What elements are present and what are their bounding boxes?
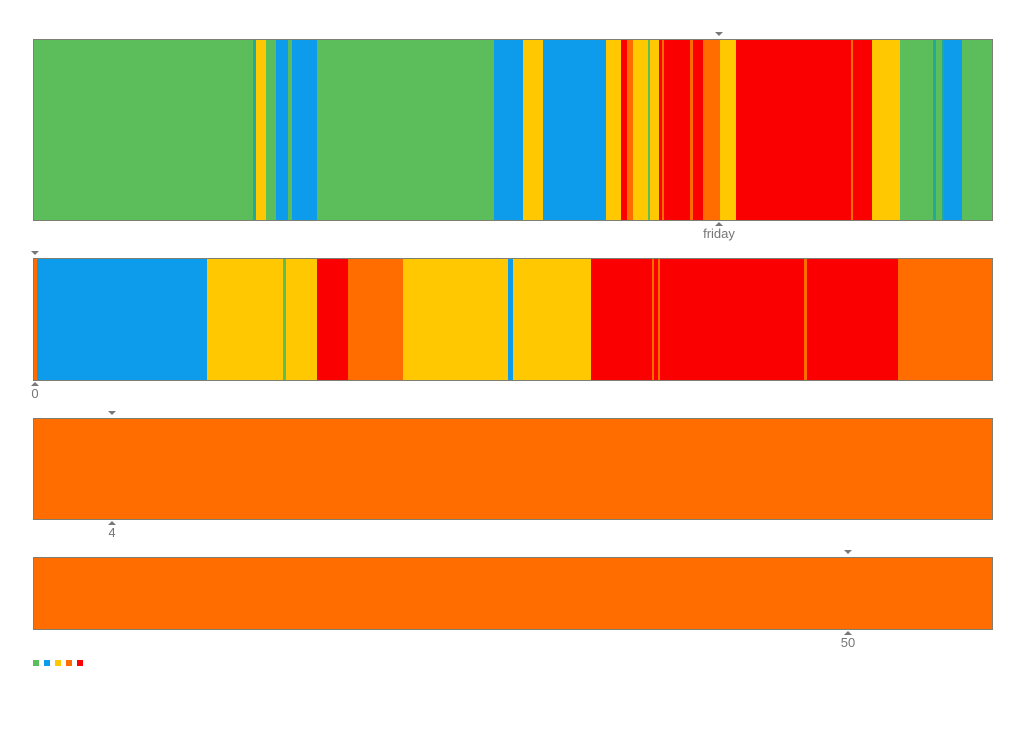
legend-swatch-green[interactable] xyxy=(33,660,39,666)
strip-segment-blue xyxy=(37,259,207,380)
strip-segment-blue xyxy=(543,40,606,220)
strip-segment-green xyxy=(317,40,494,220)
strip-segment-teal xyxy=(253,40,256,220)
strip-segment-red xyxy=(693,40,703,220)
strip-segment-orange xyxy=(898,259,992,380)
strip-segment-teal xyxy=(942,40,944,220)
strip-segment-red xyxy=(660,259,804,380)
strip-segment-orange xyxy=(34,419,992,519)
strip-segment-green xyxy=(288,40,292,220)
strip-segment-orange xyxy=(652,259,654,380)
band-4-bottom-marker-icon xyxy=(844,631,852,635)
legend-swatch-red[interactable] xyxy=(77,660,83,666)
band-2-bottom-marker-icon xyxy=(31,382,39,386)
band-4-top-marker-icon xyxy=(844,550,852,554)
strip-segment-red xyxy=(654,259,658,380)
strip-segment-orange xyxy=(851,40,853,220)
strip-band-4 xyxy=(33,557,993,630)
strip-segment-orange xyxy=(690,40,693,220)
strip-segment-green xyxy=(900,40,933,220)
strip-segment-green xyxy=(283,259,286,380)
strip-segment-blue xyxy=(292,40,317,220)
band-2-marker-label: 0 xyxy=(31,386,39,401)
strip-segment-yellow xyxy=(720,40,736,220)
strip-segment-green xyxy=(936,40,942,220)
strip-segment-yellow xyxy=(513,259,591,380)
band-1-marker-label: friday xyxy=(703,226,735,241)
strip-segment-blue xyxy=(276,40,288,220)
band-3-bottom-marker-icon xyxy=(108,521,116,525)
strip-segment-red xyxy=(621,40,627,220)
strip-segment-yellow xyxy=(633,40,648,220)
strip-segment-yellow xyxy=(256,40,266,220)
strip-segment-yellow xyxy=(523,40,543,220)
band-1-bottom-marker-icon xyxy=(715,222,723,226)
legend-swatch-orange[interactable] xyxy=(66,660,72,666)
strip-segment-blue xyxy=(944,40,962,220)
strip-segment-yellow xyxy=(872,40,900,220)
band-2-top-marker-icon xyxy=(31,251,39,255)
strip-segment-orange xyxy=(34,558,992,629)
strip-segment-yellow xyxy=(403,259,508,380)
strip-segment-green xyxy=(266,40,276,220)
strip-segment-green xyxy=(962,40,992,220)
strip-segment-red xyxy=(659,40,662,220)
strip-segment-orange xyxy=(662,40,664,220)
strip-segment-red xyxy=(591,259,652,380)
strip-segment-green xyxy=(34,40,253,220)
strip-segment-yellow xyxy=(286,259,317,380)
strip-segment-yellow xyxy=(606,40,621,220)
legend xyxy=(33,660,83,666)
strip-segment-red xyxy=(807,259,898,380)
strip-segment-red xyxy=(664,40,690,220)
strip-band-2 xyxy=(33,258,993,381)
strip-segment-red xyxy=(317,259,348,380)
strip-band-3 xyxy=(33,418,993,520)
strip-segment-orange xyxy=(34,259,37,380)
legend-swatch-yellow[interactable] xyxy=(55,660,61,666)
strip-segment-orange xyxy=(348,259,403,380)
band-3-marker-label: 4 xyxy=(108,525,116,540)
strip-segment-yellow xyxy=(207,259,283,380)
strip-segment-orange xyxy=(804,259,807,380)
strip-segment-teal xyxy=(933,40,936,220)
strip-segment-red xyxy=(736,40,851,220)
strip-segment-red xyxy=(853,40,872,220)
band-1-top-marker-icon xyxy=(715,32,723,36)
strip-segment-orange xyxy=(703,40,720,220)
legend-swatch-blue[interactable] xyxy=(44,660,50,666)
band-3-top-marker-icon xyxy=(108,411,116,415)
strip-segment-blue xyxy=(508,259,513,380)
strip-segment-green xyxy=(648,40,650,220)
band-4-marker-label: 50 xyxy=(840,635,856,650)
strip-segment-orange xyxy=(627,40,633,220)
strip-segment-yellow xyxy=(650,40,659,220)
strip-segment-orange xyxy=(658,259,660,380)
strip-band-1 xyxy=(33,39,993,221)
strip-segment-blue xyxy=(494,40,523,220)
